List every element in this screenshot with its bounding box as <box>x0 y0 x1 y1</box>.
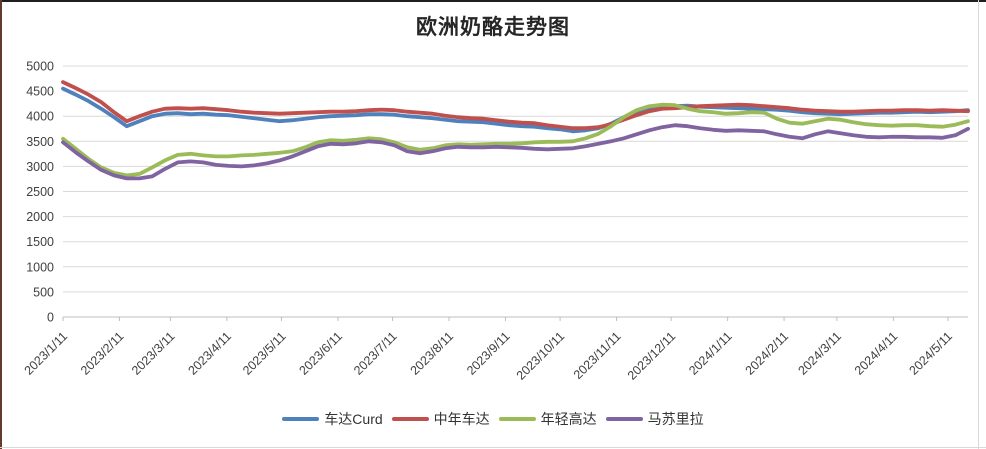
gridlines <box>63 65 968 318</box>
series-line-3 <box>61 123 970 181</box>
x-tick-label: 2023/2/11 <box>78 329 127 378</box>
x-tick-label: 2023/7/11 <box>351 329 400 378</box>
x-tick-label: 2024/1/11 <box>686 329 735 378</box>
y-tick-label: 2000 <box>26 210 54 224</box>
x-tick-label: 2023/12/11 <box>625 329 679 383</box>
x-tick-label: 2024/2/11 <box>743 329 792 378</box>
x-tick-marks <box>62 317 949 321</box>
x-tick-label: 2024/3/11 <box>795 329 844 378</box>
chart-title: 欧洲奶酪走势图 <box>416 15 570 39</box>
y-tick-label: 500 <box>33 285 54 299</box>
y-tick-label: 4500 <box>26 85 54 99</box>
legend-item-young-gouda: 年轻高达 <box>498 411 597 427</box>
legend-line-swatch-red <box>391 417 429 421</box>
y-tick-label: 4000 <box>26 110 54 124</box>
x-tick-label: 2023/10/11 <box>514 329 568 383</box>
x-axis-labels: 2023/1/11 2023/2/11 2023/3/11 2023/4/11 2023… <box>22 329 956 383</box>
x-tick-label: 2023/4/11 <box>185 329 234 378</box>
x-tick-label: 2023/9/11 <box>464 329 513 378</box>
y-tick-label: 3500 <box>26 135 54 149</box>
screenshot-left-edge <box>0 0 2 449</box>
x-tick-label: 2024/4/11 <box>852 329 901 378</box>
y-tick-label: 5000 <box>26 60 54 74</box>
y-tick-label: 0 <box>47 311 54 325</box>
legend-label: 年轻高达 <box>540 411 597 427</box>
series-line-2 <box>61 102 970 178</box>
screenshot-top-edge <box>0 0 986 2</box>
series-line-1 <box>61 80 970 131</box>
x-tick-label: 2024/5/11 <box>907 329 956 378</box>
chart-legend: 车达Curd 中年车达 年轻高达 马苏里拉 <box>0 412 986 426</box>
series-line-0 <box>61 86 970 134</box>
legend-label: 中年车达 <box>433 411 490 427</box>
legend-item-mature-cheddar: 中年车达 <box>391 411 490 427</box>
legend-item-mozzarella: 马苏里拉 <box>605 411 704 427</box>
y-tick-label: 2500 <box>26 185 54 199</box>
legend-line-swatch-blue <box>282 417 320 421</box>
y-axis-labels: 0 500 1000 1500 2000 2500 3000 3500 4000 4500 5000 <box>26 60 54 325</box>
x-tick-label: 2023/6/11 <box>297 329 346 378</box>
x-tick-label: 2023/1/11 <box>22 329 71 378</box>
legend-line-swatch-purple <box>605 417 643 421</box>
series-lines <box>61 80 970 181</box>
x-tick-label: 2023/3/11 <box>129 329 178 378</box>
chart-frame-bottom-border <box>0 447 986 448</box>
legend-item-cheddar-curd: 车达Curd <box>282 411 383 427</box>
legend-label: 马苏里拉 <box>647 411 704 427</box>
legend-line-swatch-green <box>498 417 536 421</box>
y-tick-label: 1000 <box>26 260 54 274</box>
chart-frame-right-border <box>978 0 979 449</box>
y-tick-label: 3000 <box>26 160 54 174</box>
x-tick-label: 2023/8/11 <box>408 329 457 378</box>
x-tick-label: 2023/11/11 <box>571 329 624 382</box>
y-tick-label: 1500 <box>26 235 54 249</box>
legend-label: 车达Curd <box>324 411 383 427</box>
x-tick-label: 2023/5/11 <box>240 329 289 378</box>
